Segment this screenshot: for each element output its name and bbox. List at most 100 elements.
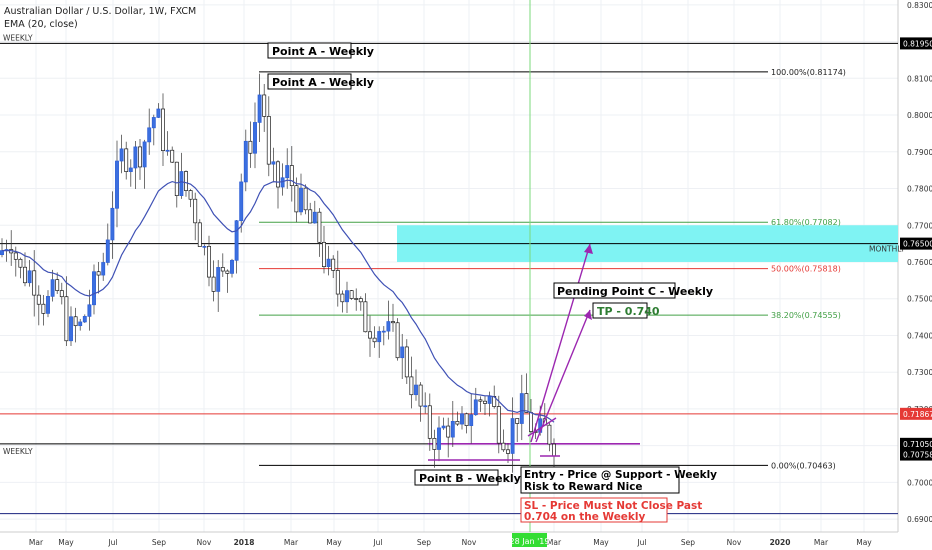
candle-body: [179, 171, 184, 197]
candle-body: [69, 316, 73, 342]
candle-body: [211, 276, 216, 292]
price-badge-label: 0.70758: [903, 451, 932, 460]
candle-body: [455, 421, 460, 425]
candle-body: [289, 165, 294, 187]
candle-body: [239, 181, 244, 222]
time-tick-label: Sep: [417, 538, 431, 547]
candle-body: [423, 405, 428, 408]
time-tick-label: Mar: [814, 538, 829, 547]
candle-body: [151, 117, 156, 129]
tp-label[interactable]: TP - 0.740: [592, 302, 660, 319]
entry-label[interactable]: Entry - Price @ Support - Weekly Risk to…: [520, 466, 717, 494]
candle-body: [92, 271, 96, 306]
time-tick-label: Jul: [372, 538, 382, 547]
level-line-label: WEEKLY: [3, 447, 33, 456]
price-badge: [900, 37, 932, 50]
time-tick-label: May: [326, 538, 342, 547]
candle-body: [193, 198, 198, 224]
candle-body: [441, 425, 446, 429]
candle-body: [266, 116, 271, 165]
candle-body: [446, 425, 451, 438]
price-badge: [900, 448, 932, 461]
candle-body: [469, 414, 474, 426]
time-tick-label: 2018: [234, 538, 255, 547]
candle-body: [547, 424, 552, 445]
candle-body: [358, 298, 363, 303]
candle-body: [437, 427, 441, 450]
svg-text:0.704 on the Weekly: 0.704 on the Weekly: [524, 511, 646, 523]
candle-body: [400, 346, 405, 359]
candle-body: [202, 245, 207, 248]
candle-body: [170, 149, 175, 163]
candle-body: [73, 316, 78, 327]
candle-body: [391, 321, 395, 324]
price-badge: [900, 407, 932, 420]
candle-body: [55, 279, 60, 291]
level-line-label: WEEKLY: [3, 33, 33, 42]
candle-body: [197, 222, 202, 247]
candle-body: [450, 421, 455, 438]
point-a-label-1[interactable]: Point A - Weekly: [267, 42, 374, 59]
point-a-label-2[interactable]: Point A - Weekly: [267, 73, 374, 90]
level-lines: WEEKLY MONTHLY WEEKLY: [0, 33, 905, 515]
stop-loss-label[interactable]: SL - Price Must Not Close Past 0.704 on …: [520, 497, 702, 523]
price-badge-label: 0.81950: [903, 39, 932, 48]
candle-body: [409, 376, 414, 396]
candle-body: [124, 148, 129, 172]
time-axis[interactable]: Mar May Jul Sep Nov 2018 Mar May Jul Sep Nov Mar May…: [29, 538, 872, 547]
candle-body: [46, 296, 50, 314]
crosshair-date-badge: 28 Jan '19: [510, 533, 549, 547]
projection-arrows: [428, 243, 593, 461]
candle-body: [184, 171, 188, 191]
candle-body: [23, 266, 27, 284]
time-tick-label: Mar: [547, 538, 562, 547]
price-badges: 0.81950 0.76500 0.71867 0.71050 0.70758: [900, 37, 932, 461]
time-tick-label: Jul: [636, 538, 646, 547]
candle-body: [487, 396, 492, 404]
point-b-label[interactable]: Point B - Weekly: [414, 469, 521, 486]
candle-body: [372, 337, 377, 343]
svg-text:Pending Point C - Weekly: Pending Point C - Weekly: [557, 285, 713, 298]
candle-body: [257, 94, 262, 123]
candle-body: [414, 384, 418, 396]
price-badge: [900, 437, 932, 450]
time-tick-label: Nov: [727, 538, 742, 547]
price-badge-label: 0.71050: [903, 440, 932, 449]
candle-body: [225, 270, 230, 274]
candle-body: [110, 207, 115, 241]
candle-body: [36, 294, 41, 305]
horizontal-grid: [0, 4, 898, 520]
candle-body: [331, 258, 336, 271]
candle-body: [404, 346, 409, 378]
candle-body: [386, 321, 391, 332]
candle-body: [243, 140, 248, 183]
candle-body: [276, 161, 280, 188]
candle-body: [50, 279, 55, 297]
candle-body: [515, 418, 520, 424]
candle-body: [368, 331, 372, 339]
candle-body: [142, 141, 147, 168]
candle-body: [285, 165, 290, 179]
candle-body: [174, 161, 179, 197]
indicator-legend: EMA (20, close): [4, 19, 78, 30]
candle-body: [27, 270, 32, 284]
candle-body: [340, 293, 345, 303]
candle-body: [188, 190, 193, 200]
fib-label: 50.00%(0.75818): [771, 265, 841, 274]
svg-text:Risk to Reward Nice: Risk to Reward Nice: [524, 481, 643, 493]
candle-body: [78, 321, 83, 327]
candle-body: [294, 185, 299, 213]
candle-body: [460, 413, 464, 425]
candle-body: [345, 290, 349, 303]
svg-text:Entry - Price @ Support - Week: Entry - Price @ Support - Weekly: [524, 469, 717, 481]
candle-body: [432, 437, 437, 450]
candle-body: [59, 290, 64, 298]
candle-body: [317, 211, 322, 243]
pending-point-c-label[interactable]: Pending Point C - Weekly: [553, 282, 713, 299]
svg-text:Point A - Weekly: Point A - Weekly: [272, 76, 374, 89]
